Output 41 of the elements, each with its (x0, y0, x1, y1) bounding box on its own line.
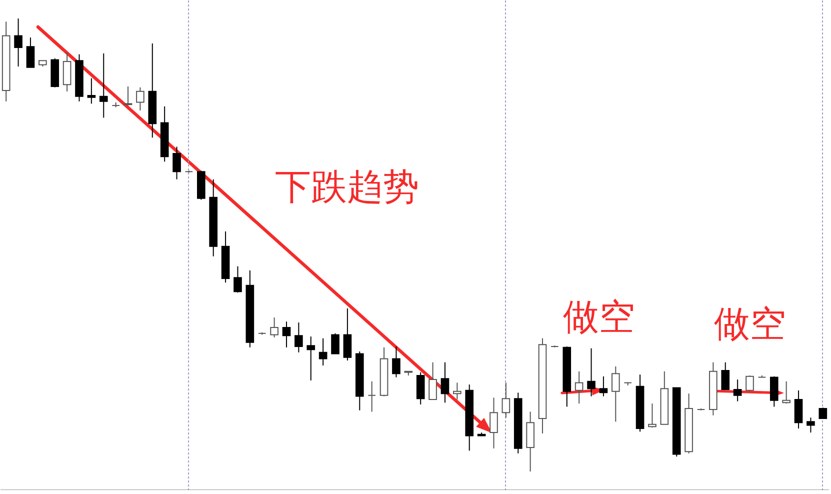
candlestick (721, 362, 730, 390)
candlestick (453, 382, 462, 400)
candlestick (234, 266, 242, 294)
candlestick (282, 321, 291, 348)
candlestick (794, 390, 803, 429)
candlestick (599, 376, 608, 397)
candlestick (26, 37, 35, 68)
candlestick (331, 332, 340, 354)
candlestick (368, 380, 376, 412)
candlestick (587, 348, 596, 397)
annotation: 做空 (563, 296, 635, 337)
candlestick (782, 380, 790, 404)
candlestick (624, 382, 632, 386)
candlestick (392, 346, 400, 378)
candlestick (818, 407, 828, 419)
candlestick (440, 362, 450, 404)
candlestick (306, 336, 316, 381)
annotation: 做空 (714, 303, 786, 344)
candlestick (733, 379, 742, 402)
candlestick (416, 372, 425, 405)
candlestick (318, 338, 328, 366)
candlestick (502, 382, 510, 418)
candlestick (87, 78, 96, 104)
candlestick (490, 397, 498, 449)
annotation: 下跌趋势 (275, 166, 419, 207)
candlestick (770, 376, 778, 408)
candlestick (648, 403, 656, 428)
candlestick (343, 308, 352, 362)
candlestick (124, 86, 132, 106)
candlestick (172, 146, 181, 180)
candlestick (428, 362, 437, 400)
candlestick (574, 370, 584, 404)
candlestick (14, 18, 22, 68)
candlestick (136, 86, 144, 111)
candlestick (99, 52, 108, 118)
candlestick (62, 52, 72, 92)
candlestick (806, 417, 815, 434)
candlestick (746, 374, 754, 392)
candlestick (294, 322, 303, 353)
candlestick (270, 316, 278, 338)
candlestick (611, 366, 620, 422)
